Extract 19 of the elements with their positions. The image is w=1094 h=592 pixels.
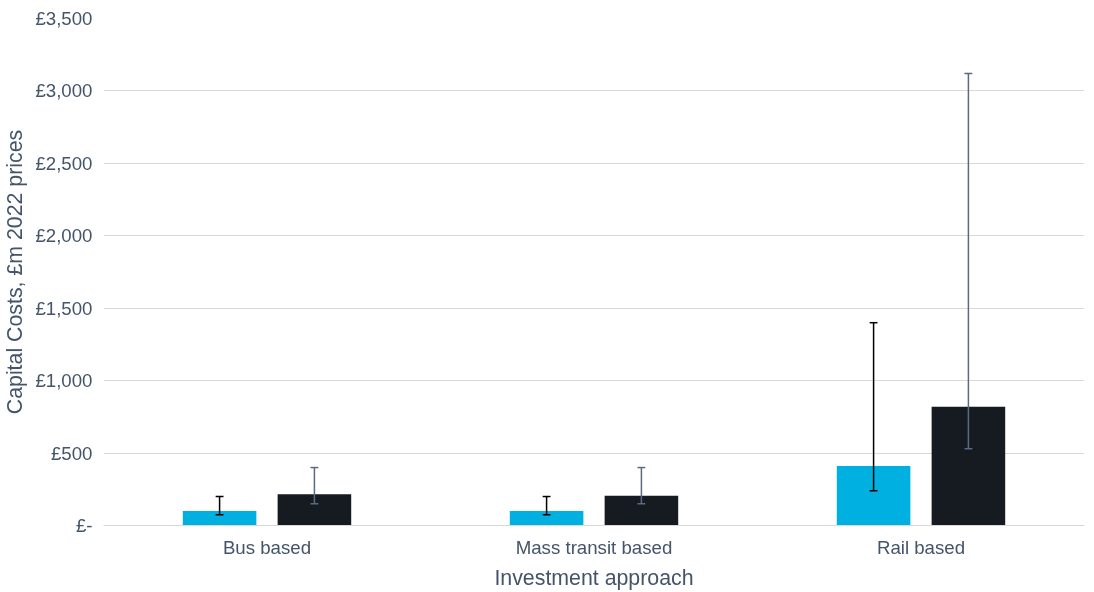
x-tick-label: Mass transit based: [515, 536, 673, 558]
x-axis-title: Investment approach: [494, 565, 694, 590]
bar: [182, 511, 257, 526]
y-axis-title: Capital Costs, £m 2022 prices: [3, 129, 28, 415]
bar: [836, 466, 911, 526]
x-tick-label: Rail based: [876, 536, 966, 558]
bar: [604, 495, 679, 526]
bar: [277, 494, 352, 526]
y-tick-label: £1,500: [35, 297, 93, 319]
y-tick-label: £2,000: [35, 225, 93, 247]
y-tick-label: £1,000: [35, 370, 93, 392]
y-tick-label: £3,500: [35, 8, 93, 29]
y-tick-label: £500: [51, 442, 93, 464]
x-tick-label: Bus based: [222, 536, 312, 558]
y-tick-label: £3,000: [35, 80, 93, 102]
bar: [931, 406, 1006, 526]
y-tick-label: £-: [75, 515, 93, 536]
bar: [509, 511, 584, 526]
y-tick-label: £2,500: [35, 152, 93, 174]
